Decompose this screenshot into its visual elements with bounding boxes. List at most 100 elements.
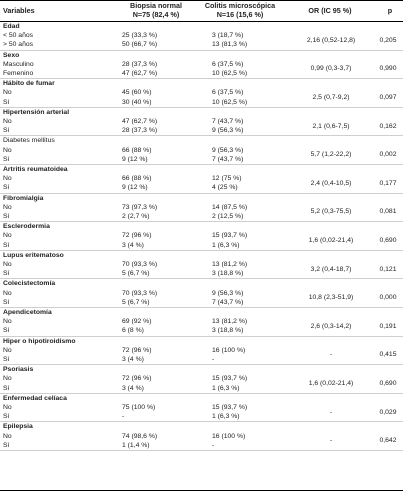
p-value: 0,162 — [379, 122, 397, 130]
colitis-value: 7 (43,7 %) — [212, 117, 244, 125]
group-title: Hipertensión arterial — [3, 108, 70, 116]
colitis-value: 1 (6,3 %) — [212, 384, 240, 392]
table-row: No 66 (88 %) 9 (56,3 %) — [0, 146, 403, 155]
group-title-row: Lupus eritematoso — [0, 251, 403, 260]
table-group: Epilepsia No 74 (98,6 %) 16 (100 %) Sí 1 (1,4… — [0, 422, 403, 451]
row-label: Sí — [3, 327, 10, 335]
group-title: Psoriasis — [3, 366, 34, 374]
colitis-value: 1 (6,3 %) — [212, 413, 240, 421]
colitis-value: - — [212, 441, 215, 449]
row-label: Sí — [3, 298, 10, 306]
row-label: No — [3, 260, 12, 268]
table-row: Sí 3 (4 %) 1 (6,3 %) — [0, 384, 403, 393]
p-value: 0,690 — [379, 380, 397, 388]
p-value: 0,121 — [379, 265, 397, 273]
p-value: 0,000 — [379, 294, 397, 302]
biopsy-value: 69 (92 %) — [122, 318, 152, 326]
biopsy-value: 72 (96 %) — [122, 346, 152, 354]
colitis-value: 7 (43,7 %) — [212, 155, 244, 163]
table-row: Sí 28 (37,3 %) 9 (56,3 %) — [0, 126, 403, 135]
odds-ratio: 1,6 (0,02-21,4) — [308, 380, 354, 388]
biopsy-value: 1 (1,4 %) — [122, 441, 150, 449]
group-title: Artritis reumatoidea — [3, 165, 68, 173]
table-bottom-rule — [0, 490, 403, 491]
row-label: No — [3, 318, 12, 326]
row-label: No — [3, 232, 12, 240]
colitis-value: 12 (75 %) — [212, 175, 242, 183]
biopsy-value: 47 (62,7 %) — [122, 117, 158, 125]
group-title-row: Edad — [0, 22, 403, 31]
table-group: Apendicetomía No 69 (92 %) 13 (81,2 %) Sí 6 (… — [0, 308, 403, 337]
biopsy-value: 70 (93,3 %) — [122, 289, 158, 297]
table-row: Sí 30 (40 %) 10 (62,5 %) — [0, 98, 403, 107]
header-colitis-label: Colitis microscópica N=16 (15,6 %) — [204, 1, 276, 19]
row-label: No — [3, 146, 12, 154]
row-label: No — [3, 403, 12, 411]
row-label: Sí — [3, 184, 10, 192]
table-row: No 70 (93,3 %) 9 (56,3 %) — [0, 289, 403, 298]
table-group: Hiper o hipotiroidismo No 72 (96 %) 16 (100… — [0, 337, 403, 366]
table-row: No 72 (96 %) 15 (93,7 %) — [0, 374, 403, 383]
p-value: 0,990 — [379, 65, 397, 73]
biopsy-value: 73 (97,3 %) — [122, 203, 158, 211]
biopsy-value: 2 (2,7 %) — [122, 212, 150, 220]
table-row: No 75 (100 %) 15 (93,7 %) — [0, 403, 403, 412]
row-label: No — [3, 175, 12, 183]
colitis-value: 15 (93,7 %) — [212, 232, 248, 240]
colitis-value: 6 (37,5 %) — [212, 89, 244, 97]
row-label: No — [3, 89, 12, 97]
group-title-row: Esclerodermia — [0, 222, 403, 231]
p-value: 0,177 — [379, 179, 397, 187]
row-label: No — [3, 289, 12, 297]
row-label: Sí — [3, 384, 10, 392]
colitis-value: 4 (25 %) — [212, 184, 238, 192]
biopsy-value: 72 (96 %) — [122, 232, 152, 240]
biopsy-value: 50 (66,7 %) — [122, 41, 158, 49]
table-row: Sí 5 (6,7 %) 7 (43,7 %) — [0, 298, 403, 307]
row-label: No — [3, 346, 12, 354]
biopsy-value: 6 (8 %) — [122, 327, 144, 335]
table-row: Sí 3 (4 %) 1 (6,3 %) — [0, 241, 403, 250]
p-value: 0,029 — [379, 408, 397, 416]
biopsy-value: 72 (96 %) — [122, 375, 152, 383]
row-label: Sí — [3, 127, 10, 135]
odds-ratio: 1,6 (0,02-21,4) — [308, 237, 354, 245]
row-label: Sí — [3, 98, 10, 106]
row-label: Sí — [3, 355, 10, 363]
group-title-row: Enfermedad celíaca — [0, 394, 403, 403]
biopsy-value: 47 (62,7 %) — [122, 69, 158, 77]
colitis-value: 14 (87,5 %) — [212, 203, 248, 211]
colitis-value: 10 (62,5 %) — [212, 69, 248, 77]
biopsy-value: 28 (37,3 %) — [122, 60, 158, 68]
biopsy-value: 3 (4 %) — [122, 384, 144, 392]
row-label: Sí — [3, 155, 10, 163]
table-row: No 72 (96 %) 16 (100 %) — [0, 346, 403, 355]
biopsy-value: 9 (12 %) — [122, 155, 148, 163]
biopsy-value: 3 (4 %) — [122, 355, 144, 363]
odds-ratio: 5,7 (1,2-22,2) — [310, 151, 352, 159]
table-row: < 50 años 25 (33,3 %) 3 (18,7 %) — [0, 31, 403, 40]
colitis-value: 9 (56,3 %) — [212, 146, 244, 154]
colitis-value: 3 (18,7 %) — [212, 32, 244, 40]
table-row: No 45 (60 %) 6 (37,5 %) — [0, 88, 403, 97]
odds-ratio: 2,4 (0,4-10,5) — [310, 179, 352, 187]
group-title: Enfermedad celíaca — [3, 394, 67, 402]
table-row: Sí 5 (6,7 %) 3 (18,8 %) — [0, 269, 403, 278]
colitis-value: 9 (56,3 %) — [212, 289, 244, 297]
group-title-row: Apendicetomía — [0, 308, 403, 317]
table-group: Enfermedad celíaca No 75 (100 %) 15 (93,7 %… — [0, 394, 403, 423]
p-value: 0,205 — [379, 36, 397, 44]
row-label: No — [3, 117, 12, 125]
colitis-value: 13 (81,3 %) — [212, 41, 248, 49]
colitis-value: 6 (37,5 %) — [212, 60, 244, 68]
table-group: Fibromialgia No 73 (97,3 %) 14 (87,5 %) Sí 2 … — [0, 194, 403, 223]
table-group: Colecistectomía No 70 (93,3 %) 9 (56,3 %) Sí… — [0, 279, 403, 308]
table-header: Variables Biopsia normal N=75 (82,4 %) C… — [0, 0, 403, 22]
row-label: Sí — [3, 441, 10, 449]
table-row: No 69 (92 %) 13 (81,2 %) — [0, 317, 403, 326]
p-value: 0,002 — [379, 151, 397, 159]
table-group: Hábito de fumar No 45 (60 %) 6 (37,5 %) Sí 30… — [0, 79, 403, 108]
table-row: Sí 3 (4 %) - — [0, 355, 403, 364]
colitis-value: 15 (93,7 %) — [212, 403, 248, 411]
